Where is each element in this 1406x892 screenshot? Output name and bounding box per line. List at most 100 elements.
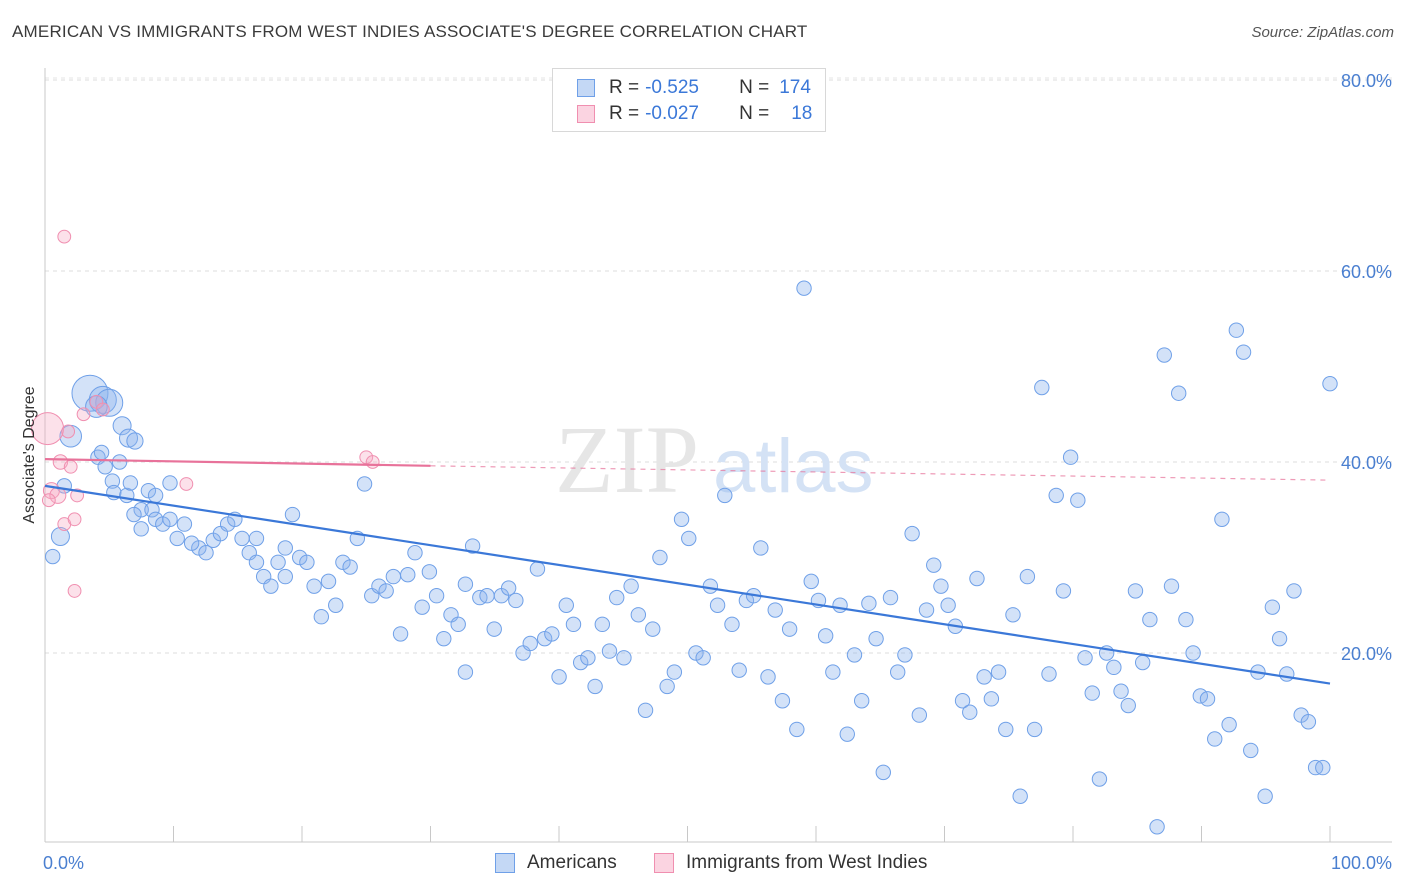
americans-point xyxy=(1019,568,1036,585)
americans-point xyxy=(1221,716,1237,733)
americans-point xyxy=(753,540,769,556)
americans-point xyxy=(558,597,574,613)
americans-point xyxy=(609,589,625,606)
source-label: Source: ZipAtlas.com xyxy=(1251,24,1394,41)
americans-point xyxy=(652,549,668,566)
legend-n-value: 18 xyxy=(791,103,813,124)
americans-point xyxy=(673,511,690,527)
americans-point xyxy=(428,588,445,604)
americans-point xyxy=(976,669,992,685)
americans-point xyxy=(724,616,740,633)
americans-point xyxy=(825,664,841,680)
bottom-legend-americans: Americans xyxy=(495,852,617,874)
legend-r-value: -0.027 xyxy=(645,103,699,124)
americans-point xyxy=(45,548,61,565)
americans-point xyxy=(1055,583,1072,599)
americans-point xyxy=(457,576,474,592)
immigrants-point xyxy=(179,477,194,491)
watermark-atlas: atlas xyxy=(713,424,874,509)
x-tick-label-min: 0.0% xyxy=(43,853,84,873)
americans-point xyxy=(198,545,214,561)
americans-point xyxy=(839,726,855,742)
americans-point xyxy=(176,516,193,532)
americans-point xyxy=(385,568,402,585)
legend: R = -0.525 N = 174 R = -0.027 N = 18 xyxy=(552,68,826,132)
americans-point xyxy=(234,530,250,547)
americans-point xyxy=(983,691,1000,707)
immigrants-point xyxy=(61,424,76,439)
immigrants-point xyxy=(41,493,56,508)
americans-point xyxy=(926,557,942,573)
americans-point xyxy=(500,580,517,596)
immigrants-point xyxy=(67,512,82,527)
americans-point xyxy=(1084,685,1100,701)
americans-point xyxy=(911,707,928,723)
americans-point xyxy=(97,459,113,475)
americans-point xyxy=(1048,487,1064,504)
americans-point xyxy=(1228,322,1245,338)
americans-point xyxy=(50,526,70,546)
legend-n-value: 174 xyxy=(779,77,811,98)
americans-point xyxy=(544,626,560,642)
americans-point xyxy=(882,589,899,606)
immigrants-swatch xyxy=(654,853,674,873)
legend-r-value: -0.525 xyxy=(645,77,699,98)
americans-point xyxy=(306,578,322,594)
immigrants-point xyxy=(63,459,78,474)
americans-point xyxy=(111,454,128,470)
americans-point xyxy=(1005,607,1021,623)
americans-point xyxy=(940,597,956,613)
americans-point xyxy=(1149,819,1165,835)
americans-point xyxy=(392,626,409,642)
americans-points xyxy=(45,280,1338,835)
immigrants-points xyxy=(31,229,380,598)
americans-point xyxy=(969,570,985,587)
americans-point xyxy=(1012,788,1028,804)
americans-point xyxy=(1127,583,1144,599)
americans-point xyxy=(962,704,978,720)
americans-point xyxy=(875,764,891,781)
americans-point xyxy=(320,573,337,590)
americans-point xyxy=(630,607,647,623)
americans-point xyxy=(594,616,611,633)
y-axis-label: Associate's Degree xyxy=(21,386,38,523)
americans-point xyxy=(990,664,1007,680)
americans-point xyxy=(1134,654,1151,671)
americans-point xyxy=(601,643,618,659)
americans-point xyxy=(681,530,697,547)
americans-point xyxy=(104,473,121,489)
americans-point xyxy=(126,432,144,450)
americans-point xyxy=(1264,599,1281,615)
americans-point xyxy=(263,578,279,594)
americans-point xyxy=(551,669,567,685)
americans-point xyxy=(1113,683,1129,699)
americans-point xyxy=(846,647,863,663)
americans-point xyxy=(1091,771,1108,787)
americans-point xyxy=(954,693,971,709)
americans-point xyxy=(666,664,683,680)
americans-point xyxy=(1163,578,1180,594)
americans-point xyxy=(1214,511,1230,527)
americans-point xyxy=(760,669,776,685)
axes xyxy=(44,68,1392,843)
immigrants-point xyxy=(95,402,110,417)
watermark-zip: ZIP xyxy=(555,406,699,513)
americans-swatch xyxy=(495,853,515,873)
y-tick-label: 80.0% xyxy=(1341,71,1392,91)
americans-point xyxy=(299,554,315,570)
americans-point xyxy=(645,621,661,637)
americans-point xyxy=(1279,666,1295,682)
americans-point xyxy=(904,525,920,542)
americans-point xyxy=(565,616,582,633)
immigrants-label: Immigrants from West Indies xyxy=(686,852,928,873)
americans-point xyxy=(767,602,783,618)
y-tick-label: 20.0% xyxy=(1341,644,1392,664)
americans-point xyxy=(313,609,330,625)
legend-r-label: R = xyxy=(609,77,640,98)
americans-point xyxy=(580,650,596,666)
americans-point xyxy=(486,621,502,637)
legend-swatch-immigrants xyxy=(577,105,595,123)
americans-point xyxy=(508,592,524,609)
americans-point xyxy=(1034,379,1050,396)
americans-point xyxy=(796,280,812,296)
